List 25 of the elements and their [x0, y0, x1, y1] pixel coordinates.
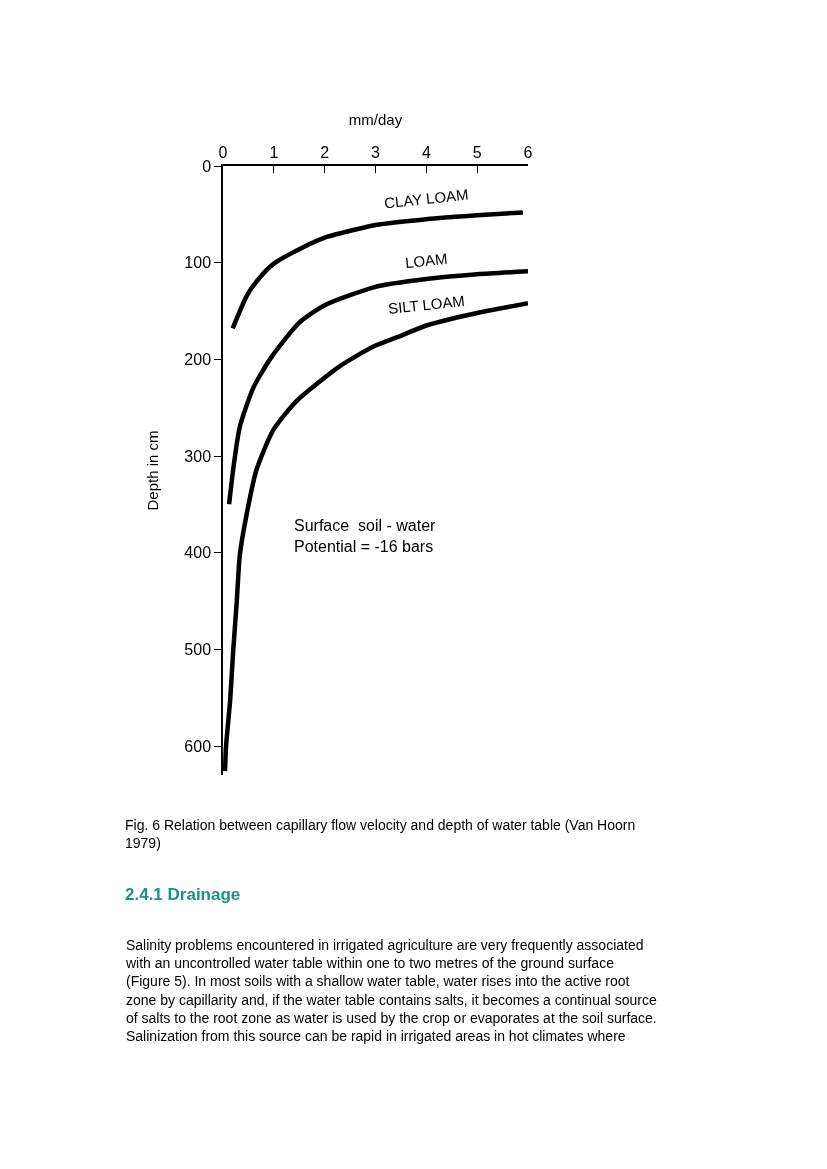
text: CLAY LOAM: [383, 185, 470, 212]
x-tick-label: 3: [371, 143, 381, 161]
text: Salinity problems encountered in irrigated agriculture are very frequently associated with an uncontrolled water table within one to two metres of the ground surface (Figure 5). In most soils with a shallow water table, water rises into the active root zone by capillarity and, if the water table contains salts, it becomes a continual source of salts to the root zone as water is used by the crop or evaporates at the soil surface. Salinization from this source can be rapid in irrigated areas in hot climates where: [125, 937, 657, 1044]
x-tick-label: 1: [269, 143, 279, 161]
x-tick-label: 5: [472, 143, 482, 161]
caption: Fig. 6 Relation between capillary flow velocity and depth of water table (Van Hoorn 1979): [125, 817, 636, 852]
text: SILT LOAM: [387, 292, 466, 317]
y-tick-label: 100: [184, 254, 212, 272]
x-tick-label: 4: [421, 143, 431, 161]
line-series: [230, 210, 526, 331]
x-axis-title: mm/day: [348, 110, 403, 128]
x-tick-label: 2: [320, 143, 330, 161]
y-tick-label: 200: [184, 350, 212, 368]
x-tick-label: 6: [523, 143, 533, 161]
y-tick-label: 0: [202, 157, 212, 175]
line-series: [226, 269, 528, 507]
text: 2.4.1 Drainage: [125, 885, 241, 904]
y-tick-label: 300: [184, 447, 212, 465]
x-tick-label: 0: [218, 143, 228, 161]
y-tick-label: 600: [184, 737, 212, 755]
y-tick-label: 400: [184, 544, 212, 562]
text: LOAM: [404, 249, 449, 272]
y-tick-label: 500: [184, 640, 212, 658]
annotation: Surface soil - water Potential = -16 bars: [294, 517, 437, 555]
y-axis-title: Depth in cm: [144, 430, 162, 511]
